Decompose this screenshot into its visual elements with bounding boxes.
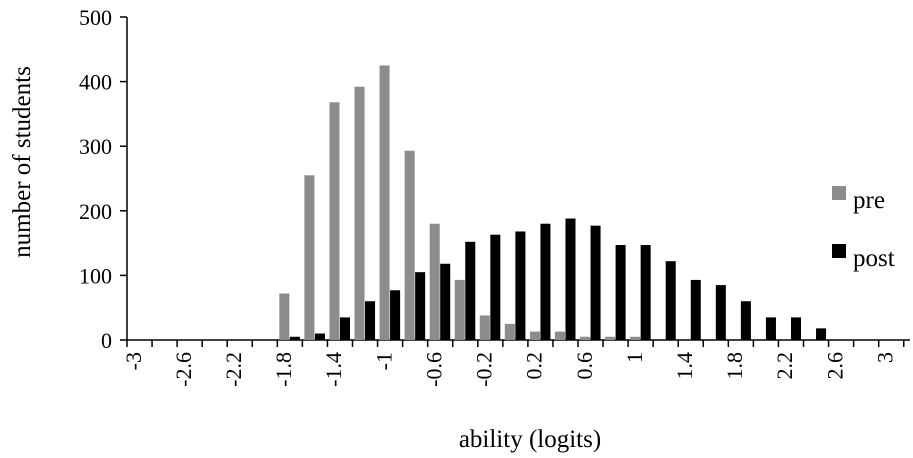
legend-swatch-post bbox=[832, 244, 846, 258]
bar-pre bbox=[329, 102, 340, 340]
y-tick-label: 200 bbox=[79, 199, 112, 224]
bar-post bbox=[314, 333, 325, 340]
bar-pre bbox=[554, 331, 565, 340]
bar-pre bbox=[504, 323, 515, 340]
x-tick-label: 2.2 bbox=[772, 352, 797, 380]
bar-pre bbox=[429, 223, 440, 340]
x-tick-label: 0.6 bbox=[572, 352, 597, 380]
y-tick-label: 100 bbox=[79, 263, 112, 288]
bar-pre bbox=[379, 65, 390, 340]
y-tick-label: 0 bbox=[101, 328, 112, 353]
bar-pre bbox=[529, 331, 540, 340]
y-tick-label: 500 bbox=[79, 5, 112, 30]
y-tick-label: 400 bbox=[79, 70, 112, 95]
x-tick-label: -1 bbox=[371, 352, 396, 370]
x-tick-label: 0.2 bbox=[522, 352, 547, 380]
x-tick-label: -0.6 bbox=[421, 352, 446, 387]
bar-pre bbox=[279, 293, 290, 340]
bar-post bbox=[615, 245, 626, 340]
legend-label-pre: pre bbox=[853, 187, 885, 214]
y-axis-ticks: 0 100 200 300 400 500 bbox=[79, 5, 127, 353]
y-axis-title: number of students bbox=[9, 66, 36, 258]
bar-post bbox=[540, 223, 551, 340]
legend-label-post: post bbox=[853, 245, 895, 272]
bar-post bbox=[390, 290, 401, 340]
bar-post bbox=[565, 218, 576, 340]
bar-post bbox=[816, 328, 827, 340]
bar-post bbox=[715, 285, 726, 340]
bar-post bbox=[590, 225, 601, 340]
bar-pre bbox=[580, 336, 591, 340]
x-tick-label: -1.4 bbox=[321, 352, 346, 387]
bar-post bbox=[365, 301, 376, 340]
bar-post bbox=[690, 279, 701, 340]
x-tick-label: 1.8 bbox=[722, 352, 747, 380]
bar-post bbox=[665, 261, 676, 340]
bar-pre bbox=[630, 336, 641, 340]
bar-post bbox=[640, 245, 651, 340]
bar-post bbox=[515, 231, 526, 340]
bar-post bbox=[765, 317, 776, 340]
x-tick-label: -0.2 bbox=[472, 352, 497, 387]
bar-pre bbox=[454, 279, 465, 340]
bar-post bbox=[790, 317, 802, 340]
x-tick-label: -2.6 bbox=[171, 352, 196, 387]
bar-pre bbox=[354, 86, 365, 340]
x-tick-label: 1.4 bbox=[672, 352, 697, 380]
bar-post bbox=[440, 263, 451, 340]
legend: pre post bbox=[832, 186, 895, 272]
bar-post bbox=[415, 272, 426, 340]
bar-post bbox=[740, 301, 751, 340]
x-tick-label: 1 bbox=[622, 352, 647, 363]
x-tick-label: -2.2 bbox=[221, 352, 246, 387]
bar-pre bbox=[605, 336, 616, 340]
bar-post bbox=[490, 234, 501, 340]
bar-post bbox=[289, 336, 300, 340]
bar-pre bbox=[479, 315, 490, 340]
x-tick-label: 2.6 bbox=[822, 352, 847, 380]
bar-post bbox=[339, 317, 350, 340]
bar-series-group bbox=[279, 65, 827, 340]
bar-pre bbox=[304, 175, 315, 340]
x-axis-ticks: -3 -2.6 -2.2 -1.8 -1.4 -1 -0.6 -0.2 0.2 0.6 1 1.4 1.… bbox=[121, 340, 905, 387]
x-tick-label: -3 bbox=[121, 352, 146, 370]
bar-post bbox=[465, 241, 476, 340]
legend-swatch-pre bbox=[832, 186, 846, 200]
x-axis-title: ability (logits) bbox=[459, 426, 601, 453]
x-tick-label: 3 bbox=[872, 352, 897, 363]
bar-pre bbox=[404, 150, 415, 340]
y-tick-label: 300 bbox=[79, 134, 112, 159]
x-tick-label: -1.8 bbox=[271, 352, 296, 387]
